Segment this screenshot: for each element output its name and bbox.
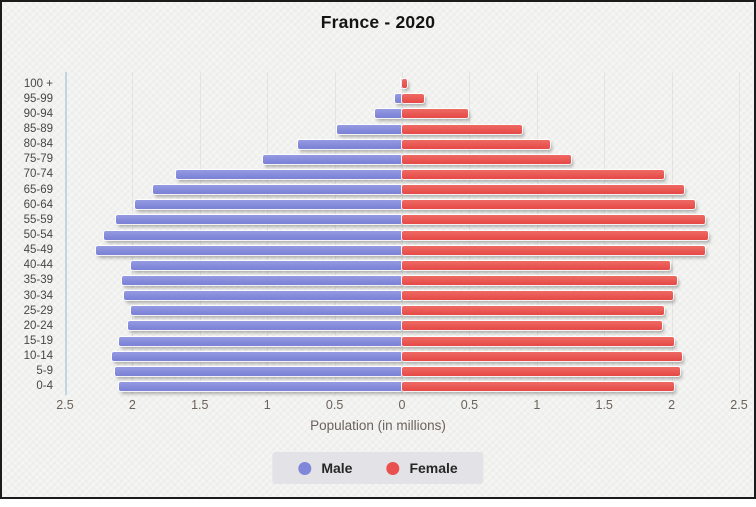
female-bar-5-9[interactable] [402, 366, 680, 376]
female-bar-40-44[interactable] [402, 260, 671, 270]
female-bar-75-79[interactable] [402, 154, 571, 164]
age-axis-label: 70-74 [23, 168, 53, 181]
legend: Male Female [272, 452, 484, 484]
male-bar-50-54[interactable] [104, 230, 402, 240]
male-bar-10-14[interactable] [112, 351, 402, 361]
male-bar-40-44[interactable] [131, 260, 402, 270]
x-tick-label: 0.5 [325, 398, 344, 412]
female-bar-50-54[interactable] [402, 230, 708, 240]
male-bar-0-4[interactable] [118, 381, 402, 391]
x-tick-label: 2.5 [730, 398, 748, 412]
male-bar-60-64[interactable] [135, 200, 402, 210]
age-axis-label: 15-19 [23, 335, 53, 347]
plot-area [65, 72, 740, 395]
page-bottom-strip [0, 499, 756, 507]
age-axis-label: 85-89 [23, 123, 53, 135]
male-bar-75-79[interactable] [263, 154, 402, 164]
female-bar-45-49[interactable] [402, 245, 706, 255]
age-axis-label: 55-59 [23, 213, 53, 226]
male-bar-15-19[interactable] [118, 336, 402, 346]
x-tick-label: 0.5 [460, 398, 479, 412]
female-bar-30-34[interactable] [402, 291, 673, 301]
age-axis: 100 + 95-99 90-94 85-89 80-84 75-79 70-74 65-69… [2, 72, 59, 395]
x-tick-label: 1 [533, 398, 541, 412]
male-bar-100+[interactable] [400, 79, 402, 89]
female-bar-55-59[interactable] [402, 215, 706, 225]
age-axis-label: 10-14 [23, 350, 53, 363]
male-bar-45-49[interactable] [96, 245, 402, 255]
male-bar-85-89[interactable] [337, 124, 402, 134]
legend-item-female[interactable]: Female [386, 460, 458, 476]
age-axis-label: 75-79 [23, 153, 53, 166]
x-tick-label: 2 [128, 398, 136, 412]
female-bar-15-19[interactable] [402, 336, 675, 346]
female-bar-20-24[interactable] [402, 321, 663, 331]
female-bar-35-39[interactable] [402, 275, 677, 285]
age-axis-label: 45-49 [23, 244, 53, 257]
female-color-dot-icon [386, 461, 400, 475]
gridline [739, 72, 740, 395]
x-axis-ticks: 2.5 2 1.5 1 0.5 0 0.5 1 1.5 2 2.5 [56, 398, 747, 414]
female-bar-90-94[interactable] [402, 109, 469, 119]
x-tick-label: 0 [398, 398, 406, 412]
female-bar-10-14[interactable] [402, 351, 683, 361]
chart-title: France - 2020 [320, 12, 436, 32]
age-axis-label: 95-99 [23, 92, 53, 105]
female-bar-95-99[interactable] [402, 94, 424, 104]
legend-female-label: Female [409, 460, 458, 476]
x-tick-label: 1.5 [191, 398, 209, 412]
legend-male-label: Male [321, 460, 353, 476]
age-axis-label: 30-34 [23, 289, 53, 302]
male-bar-25-29[interactable] [131, 306, 402, 316]
female-bar-60-64[interactable] [402, 200, 695, 210]
male-bar-95-99[interactable] [395, 94, 402, 104]
male-bar-35-39[interactable] [121, 275, 402, 285]
age-axis-label: 25-29 [23, 304, 53, 317]
female-bar-25-29[interactable] [402, 306, 664, 316]
male-bar-90-94[interactable] [375, 109, 402, 119]
female-bar-70-74[interactable] [402, 169, 664, 179]
age-axis-label: 40-44 [23, 259, 53, 272]
male-bar-70-74[interactable] [175, 169, 402, 179]
y-axis-line [65, 72, 67, 395]
male-bar-55-59[interactable] [116, 215, 402, 225]
age-axis-label: 65-69 [23, 183, 53, 196]
age-axis-label: 5-9 [36, 365, 53, 378]
x-tick-label: 2 [668, 398, 676, 412]
male-bar-20-24[interactable] [128, 321, 402, 331]
age-axis-label: 50-54 [23, 229, 53, 241]
male-bar-65-69[interactable] [152, 185, 402, 195]
female-bar-65-69[interactable] [402, 185, 684, 195]
age-axis-label: 90-94 [23, 107, 53, 120]
age-axis-label: 80-84 [23, 138, 53, 151]
female-bar-0-4[interactable] [402, 381, 675, 391]
male-bar-5-9[interactable] [114, 366, 402, 376]
x-axis-label: Population (in millions) [310, 418, 446, 433]
male-bar-30-34[interactable] [124, 291, 402, 301]
female-bar-80-84[interactable] [402, 139, 551, 149]
female-bar-100+[interactable] [402, 79, 408, 89]
x-tick-label: 1.5 [595, 398, 613, 412]
x-tick-label: 1 [263, 398, 271, 412]
age-axis-label: 0-4 [36, 380, 53, 393]
age-axis-label: 20-24 [23, 319, 53, 332]
age-axis-label: 60-64 [23, 198, 53, 211]
x-tick-label: 2.5 [56, 398, 74, 412]
female-bar-85-89[interactable] [402, 124, 522, 134]
male-bar-80-84[interactable] [298, 139, 402, 149]
age-axis-label: 35-39 [23, 274, 53, 287]
age-axis-label: 100 + [23, 77, 53, 90]
legend-item-male[interactable]: Male [298, 460, 352, 476]
male-color-dot-icon [298, 461, 312, 475]
